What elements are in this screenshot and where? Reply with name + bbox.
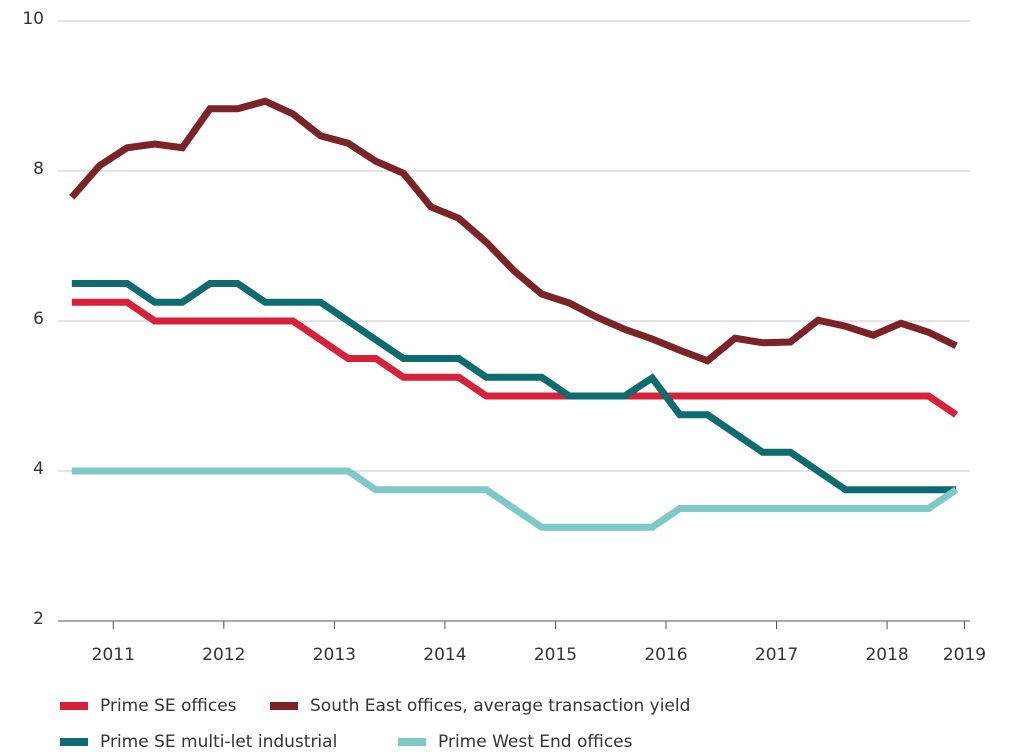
series-line bbox=[69, 97, 958, 365]
legend-swatch bbox=[60, 738, 88, 746]
x-tick-label: 2011 bbox=[92, 645, 135, 665]
y-tick-label: 10 bbox=[22, 9, 44, 29]
x-tick-label: 2016 bbox=[644, 645, 687, 665]
x-tick-label: 2017 bbox=[755, 645, 798, 665]
legend-label: South East offices, average transaction … bbox=[310, 696, 690, 716]
y-tick-label: 6 bbox=[33, 309, 44, 329]
x-tick-label: 2013 bbox=[313, 645, 356, 665]
x-tick-label: 2018 bbox=[865, 645, 908, 665]
legend-swatch bbox=[270, 702, 298, 710]
series-line bbox=[71, 280, 957, 494]
y-tick-label: 8 bbox=[33, 159, 44, 179]
legend-swatch bbox=[398, 738, 426, 746]
x-tick-label: 2019 bbox=[943, 645, 986, 665]
y-tick-label: 4 bbox=[33, 459, 44, 479]
series-line bbox=[71, 298, 959, 418]
x-tick-label: 2015 bbox=[534, 645, 577, 665]
series-line bbox=[71, 467, 959, 531]
legend-label: Prime SE multi-let industrial bbox=[100, 732, 337, 752]
x-tick-label: 2012 bbox=[202, 645, 245, 665]
legend-label: Prime SE offices bbox=[100, 696, 237, 716]
legend-swatch bbox=[60, 702, 88, 710]
legend-label: Prime West End offices bbox=[438, 732, 633, 752]
y-tick-label: 2 bbox=[33, 609, 44, 629]
x-tick-label: 2014 bbox=[423, 645, 466, 665]
